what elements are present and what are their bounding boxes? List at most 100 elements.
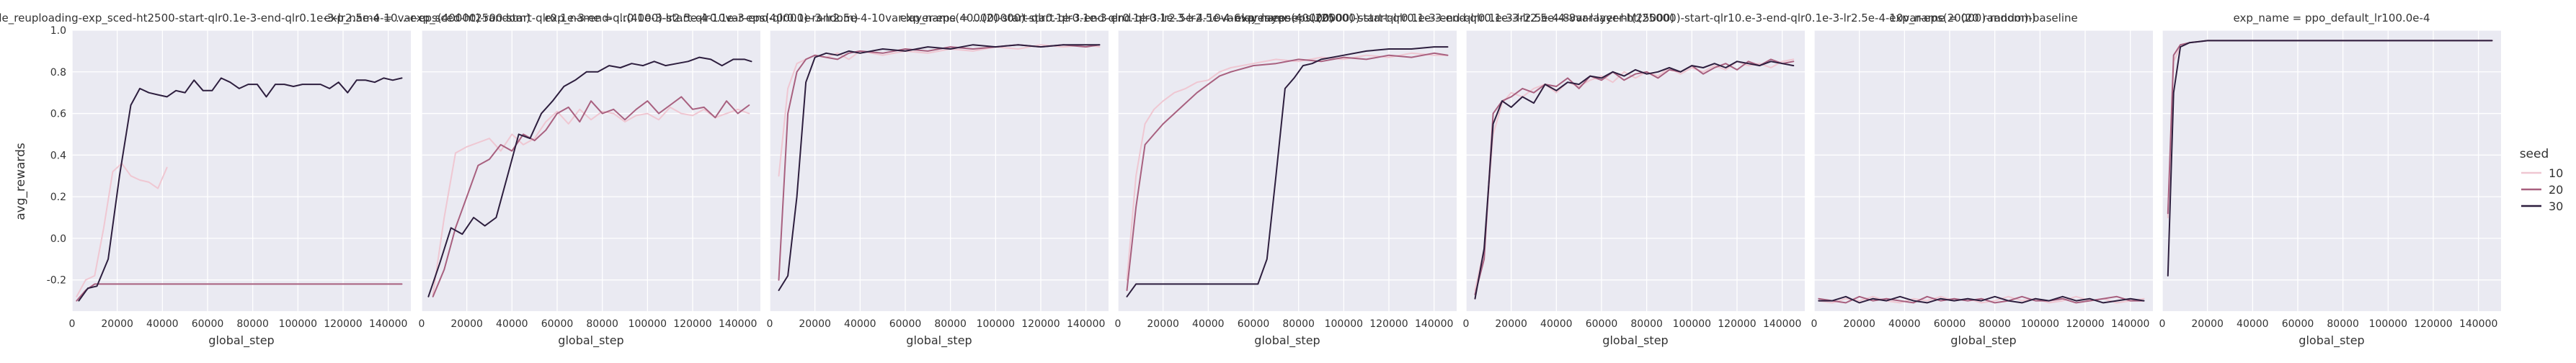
x-tick-label: 100000 — [1325, 318, 1363, 330]
series-line-seed-30 — [78, 77, 403, 302]
legend-label-20: 20 — [2549, 183, 2563, 197]
series-line-seed-20 — [1818, 295, 2145, 304]
x-tick-label: 100000 — [629, 318, 667, 330]
series-line-seed-30 — [1474, 60, 1795, 300]
y-tick-label: 0.6 — [50, 109, 66, 120]
x-tick-label: 20000 — [1147, 318, 1179, 330]
x-tick-label: 60000 — [1238, 318, 1270, 330]
panel-background — [2162, 30, 2501, 311]
x-axis-label: global_step — [2299, 333, 2364, 348]
series-line-seed-30 — [778, 44, 1101, 292]
panel-title: exp_name = ...-exp_sced-ht2500-start-qlr… — [324, 12, 858, 25]
x-tick-label: 60000 — [1586, 318, 1618, 330]
panel-5: 0 20000 40000 60000 80000 100000 120000 140000 e… — [1235, 12, 2035, 348]
x-tick-label: 80000 — [586, 318, 618, 330]
legend-label-10: 10 — [2549, 166, 2563, 180]
x-tick-label: 140000 — [1415, 318, 1453, 330]
x-tick-label: 40000 — [496, 318, 528, 330]
x-tick-label: 40000 — [844, 318, 876, 330]
series-line-seed-30 — [1126, 46, 1449, 297]
x-tick-label: 120000 — [2066, 318, 2104, 330]
x-tick-label: 140000 — [2459, 318, 2497, 330]
x-axis-label: global_step — [1602, 333, 1668, 348]
panel-title: exp_name = ...(25000)-start-qlr0.1e-3-en… — [1235, 12, 2035, 25]
x-tick-label: 120000 — [324, 318, 362, 330]
panel-2: 0 20000 40000 60000 80000 100000 120000 140000 e… — [324, 12, 858, 348]
x-tick-label: 80000 — [2327, 318, 2359, 330]
x-tick-label: 40000 — [146, 318, 179, 330]
series-line-seed-20 — [1126, 52, 1449, 292]
x-tick-label: 100000 — [2369, 318, 2407, 330]
x-tick-label: 140000 — [369, 318, 407, 330]
panel-background — [1118, 30, 1457, 311]
x-tick-label: 100000 — [2021, 318, 2059, 330]
x-tick-label: 60000 — [541, 318, 574, 330]
x-axis-label: global_step — [558, 333, 623, 348]
legend-item-20: 20 — [2521, 183, 2563, 197]
x-tick-label: 0 — [1463, 318, 1470, 330]
legend-label-30: 30 — [2549, 200, 2563, 213]
legend-item-30: 30 — [2521, 200, 2563, 213]
x-tick-label: 120000 — [1021, 318, 1060, 330]
x-tick-label: 140000 — [1763, 318, 1801, 330]
x-tick-label: 0 — [419, 318, 425, 330]
y-tick-label: 0.8 — [50, 67, 66, 79]
panel-title: ...c-simple_reuploading-exp_sced-ht2500-… — [0, 12, 530, 25]
x-tick-label: 40000 — [1540, 318, 1573, 330]
panel-1: 0 20000 40000 60000 80000 100000 120000 140000 -… — [0, 12, 530, 348]
x-tick-label: 20000 — [101, 318, 133, 330]
panel-3: 0 20000 40000 60000 80000 100000 120000 140000 e… — [544, 12, 1333, 348]
x-tick-label: 20000 — [1495, 318, 1527, 330]
y-tick-label: -0.2 — [47, 275, 66, 287]
x-tick-label: 20000 — [450, 318, 483, 330]
legend-title: seed — [2520, 147, 2549, 161]
panel-7: 0 20000 40000 60000 80000 100000 120000 140000 e… — [2159, 12, 2501, 348]
x-axis-label: global_step — [1950, 333, 2016, 348]
panel-title: exp_name = ...(4000)-start-qlr0.1e-3-end… — [544, 12, 1333, 25]
panel-4: 0 20000 40000 60000 80000 100000 120000 140000 e… — [900, 12, 1674, 348]
panel-background — [1466, 30, 1805, 311]
x-tick-label: 0 — [767, 318, 773, 330]
x-tick-label: 120000 — [673, 318, 711, 330]
x-tick-label: 100000 — [279, 318, 317, 330]
x-tick-label: 140000 — [719, 318, 757, 330]
x-tick-label: 100000 — [977, 318, 1015, 330]
x-tick-label: 120000 — [2414, 318, 2452, 330]
series-line-seed-20 — [1474, 58, 1795, 295]
panel-title: exp_name = ...(20000)-start-qlr0.1e-3-en… — [900, 12, 1674, 25]
series-line-seed-30 — [1818, 295, 2145, 304]
series-line-seed-30 — [2167, 40, 2493, 277]
x-tick-label: 80000 — [236, 318, 269, 330]
x-axis-label: global_step — [1254, 333, 1320, 348]
panel-6: 0 20000 40000 60000 80000 100000 120000 140000 e… — [1811, 12, 2153, 348]
x-tick-label: 60000 — [1934, 318, 1966, 330]
panel-title: exp_name = (20 random)-baseline — [1889, 12, 2077, 25]
x-tick-label: 60000 — [192, 318, 224, 330]
x-tick-label: 80000 — [1978, 318, 2011, 330]
x-tick-label: 120000 — [1718, 318, 1756, 330]
x-tick-label: 60000 — [2282, 318, 2314, 330]
panel-background — [1814, 30, 2153, 311]
y-axis-label: avg_rewards — [14, 143, 28, 220]
x-tick-label: 0 — [1811, 318, 1818, 330]
y-tick-label: 0.4 — [50, 150, 66, 161]
x-tick-label: 40000 — [1888, 318, 1921, 330]
x-tick-label: 80000 — [1630, 318, 1663, 330]
panel-background — [72, 30, 411, 311]
x-tick-label: 120000 — [1369, 318, 1408, 330]
x-tick-label: 40000 — [2237, 318, 2269, 330]
y-tick-label: 1.0 — [50, 25, 66, 37]
x-tick-label: 20000 — [1843, 318, 1875, 330]
x-tick-label: 80000 — [1282, 318, 1315, 330]
series-line-seed-20 — [76, 283, 403, 302]
y-tick-label: 0.2 — [50, 192, 66, 203]
legend-item-10: 10 — [2521, 166, 2563, 180]
x-axis-label: global_step — [208, 333, 274, 348]
x-tick-label: 140000 — [2111, 318, 2149, 330]
panel-title: exp_name = ppo_default_lr100.0e-4 — [2234, 12, 2430, 25]
series-line-seed-20 — [432, 96, 750, 297]
x-tick-label: 140000 — [1067, 318, 1105, 330]
y-tick-label: 0.0 — [50, 233, 66, 245]
